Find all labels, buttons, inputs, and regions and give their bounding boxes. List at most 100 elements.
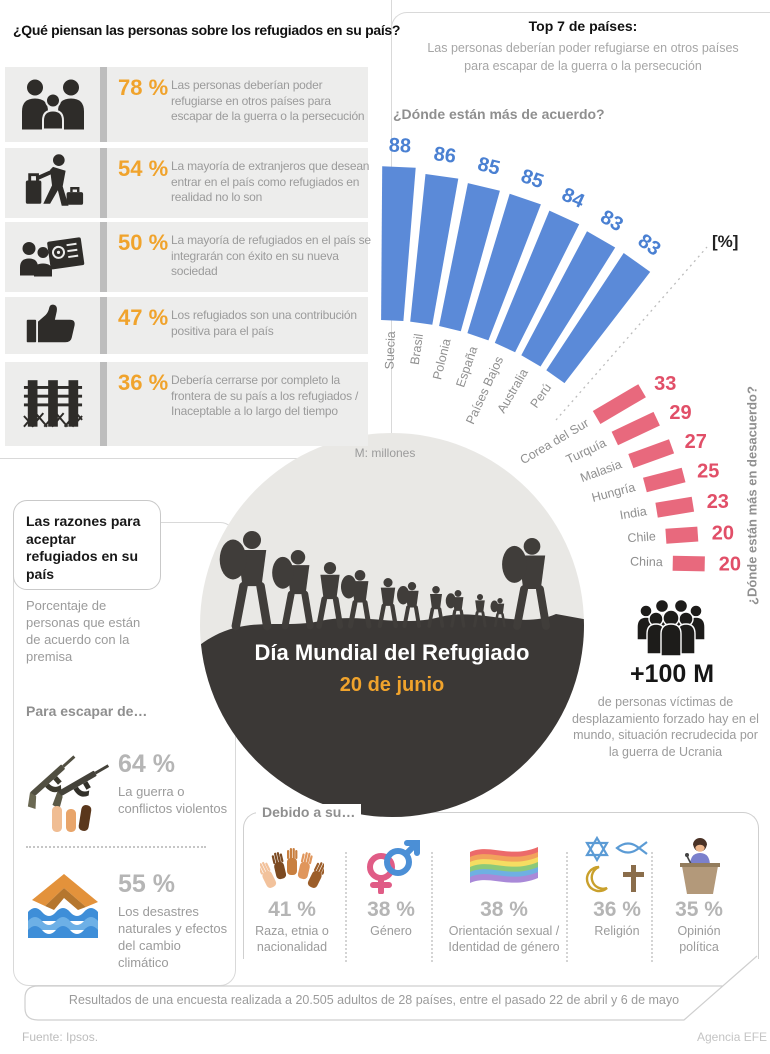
divider-bar bbox=[100, 297, 107, 354]
agree-value-Brasil: 86 bbox=[432, 143, 457, 168]
escape-header: Para escapar de… bbox=[26, 703, 148, 719]
disagree-value-China: 20 bbox=[719, 553, 741, 575]
disagree-label-Chile: Chile bbox=[627, 529, 656, 545]
due-label: Orientación sexual / Identidad de género bbox=[448, 924, 560, 954]
belief-item-close-border: 36 % Debería cerrarse por completo la fro… bbox=[5, 362, 368, 446]
belief-item-integration: 50 % La mayoría de refugiados en el país … bbox=[5, 222, 371, 292]
disagree-label-India: India bbox=[619, 504, 648, 522]
escape-percent: 64 % bbox=[118, 750, 175, 778]
disagree-bar-Corea del Sur bbox=[592, 384, 646, 424]
due-col-opinion: 35 % Opinión política bbox=[658, 836, 740, 955]
agree-bar-Brasil bbox=[410, 174, 459, 325]
displaced-value: +100 M bbox=[629, 660, 715, 688]
religions-icon bbox=[571, 836, 663, 894]
belief-text: La mayoría de extranjeros que desean ent… bbox=[171, 159, 370, 205]
passport-group-icon bbox=[13, 232, 93, 283]
disagree-bar-Hungría bbox=[643, 467, 686, 493]
raised-hands-icon bbox=[240, 836, 344, 894]
center-circle-graphic bbox=[200, 433, 584, 817]
due-percent: 41 % bbox=[268, 898, 316, 921]
survey-note: Resultados de una encuesta realizada a 2… bbox=[68, 993, 680, 1007]
belief-percent: 78 % bbox=[118, 75, 169, 100]
dark-ground bbox=[200, 614, 584, 817]
disagree-value-Chile: 20 bbox=[712, 522, 734, 544]
agency-credit: Agencia EFE bbox=[697, 1030, 768, 1044]
refugee-silhouettes bbox=[219, 531, 551, 631]
crowd-icon bbox=[634, 596, 710, 657]
disagree-label-China: China bbox=[630, 554, 663, 569]
gender-symbols-icon bbox=[349, 836, 433, 894]
agree-bar-Australia bbox=[521, 231, 616, 367]
disagree-value-Hungría: 25 bbox=[697, 461, 719, 483]
belief-item-contribution: 47 % Los refugiados son una contribución … bbox=[5, 297, 368, 354]
belief-percent: 50 % bbox=[118, 230, 169, 255]
disagree-bar-Malasia bbox=[628, 439, 675, 469]
due-col-race: 41 % Raza, etnia o nacionalidad bbox=[240, 836, 344, 955]
agree-fan-chart: 88Suecia86Brasil85Polonia85España84Paíse… bbox=[381, 135, 665, 426]
border-fence-icon bbox=[13, 376, 93, 433]
dotted-column-divider bbox=[431, 852, 433, 962]
divider-bar bbox=[100, 148, 107, 218]
reasons-subtitle: Porcentaje de personas que están de acue… bbox=[26, 598, 141, 664]
disagree-bar-India bbox=[655, 496, 695, 518]
agree-label-Perú: Perú bbox=[528, 381, 555, 411]
agree-label-Brasil: Brasil bbox=[408, 333, 426, 366]
disagree-label-Malasia: Malasia bbox=[578, 457, 623, 485]
disagree-bar-Chile bbox=[665, 526, 699, 544]
rainbow-flag-icon bbox=[439, 836, 569, 894]
disagree-value-India: 23 bbox=[707, 491, 729, 513]
agree-label-Polonia: Polonia bbox=[430, 337, 453, 381]
agree-bar-Polonia bbox=[439, 183, 500, 332]
agree-label-España: España bbox=[453, 344, 480, 389]
source-credit: Fuente: Ipsos. bbox=[22, 1030, 99, 1044]
dotted-column-divider bbox=[651, 852, 653, 962]
fan-separator-dotted-line bbox=[555, 246, 708, 421]
agree-question: ¿Dónde están más de acuerdo? bbox=[393, 106, 605, 122]
divider-bar bbox=[100, 67, 107, 142]
footer-frame bbox=[24, 955, 758, 1021]
due-header: Debido a su… bbox=[256, 804, 362, 820]
due-label: Religión bbox=[594, 924, 640, 938]
divider-bar bbox=[100, 222, 107, 292]
due-col-orientation: 38 % Orientación sexual / Identidad de g… bbox=[439, 836, 569, 955]
reasons-title-box bbox=[13, 500, 161, 590]
left-panel-title: ¿Qué piensan las personas sobre los refu… bbox=[13, 22, 401, 38]
due-label: Género bbox=[370, 924, 412, 938]
belief-item-not-refugees: 54 % La mayoría de extranjeros que desean… bbox=[5, 148, 369, 218]
divider-bar bbox=[100, 362, 107, 446]
dotted-column-divider bbox=[566, 852, 568, 962]
rifles-icon bbox=[24, 742, 116, 832]
family-icon bbox=[13, 75, 93, 134]
agree-value-Suecia: 88 bbox=[388, 135, 411, 158]
flood-icon bbox=[26, 866, 106, 938]
due-percent: 38 % bbox=[367, 898, 415, 921]
due-label: Opinión política bbox=[677, 924, 721, 954]
agree-bar-Países Bajos bbox=[494, 210, 580, 353]
agree-value-Perú: 83 bbox=[634, 230, 665, 261]
reasons-title: Las razones para aceptar refugiados en s… bbox=[26, 513, 141, 582]
escape-percent: 55 % bbox=[118, 870, 175, 898]
disagree-label-Turquía: Turquía bbox=[564, 436, 609, 467]
escape-text: Los desastres naturales y efectos del ca… bbox=[118, 904, 228, 970]
belief-text: La mayoría de refugiados en el país se i… bbox=[171, 233, 371, 279]
due-label: Raza, etnia o nacionalidad bbox=[255, 924, 329, 954]
escape-text: La guerra o conflictos violentos bbox=[118, 784, 228, 816]
podium-icon bbox=[658, 836, 740, 894]
agree-value-Países Bajos: 84 bbox=[558, 184, 588, 214]
agree-bar-Suecia bbox=[381, 166, 416, 321]
circle-date: 20 de junio bbox=[339, 674, 445, 696]
traveler-icon bbox=[13, 153, 93, 214]
thumbs-up-icon bbox=[13, 302, 93, 349]
due-col-religion: 36 % Religión bbox=[571, 836, 663, 940]
disagree-label-Hungría: Hungría bbox=[590, 480, 637, 505]
dotted-divider bbox=[26, 846, 206, 848]
dotted-column-divider bbox=[345, 852, 347, 962]
disagree-bar-China bbox=[672, 555, 705, 572]
top7-title: Top 7 de países: bbox=[528, 18, 638, 34]
displaced-text: de personas víctimas de desplazamiento f… bbox=[572, 695, 759, 759]
due-percent: 38 % bbox=[480, 898, 528, 921]
agree-bar-Perú bbox=[546, 253, 651, 384]
disagree-value-Corea del Sur: 33 bbox=[654, 373, 676, 395]
agree-value-España: 85 bbox=[518, 165, 546, 193]
